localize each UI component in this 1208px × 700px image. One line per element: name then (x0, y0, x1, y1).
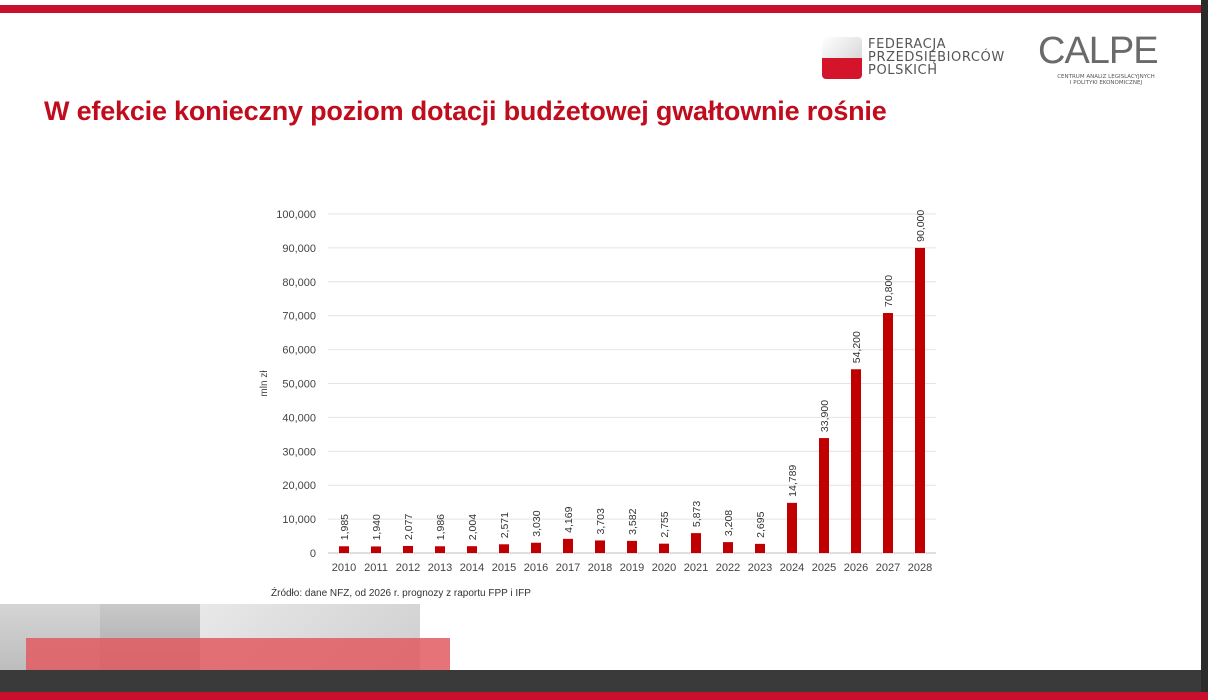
data-label: 2,695 (755, 511, 767, 537)
x-tick-label: 2012 (396, 562, 420, 574)
data-label: 14,789 (787, 465, 799, 497)
data-label: 70,800 (883, 275, 895, 307)
y-tick-label: 80,000 (282, 277, 316, 289)
x-tick-label: 2018 (588, 562, 612, 574)
x-tick-label: 2023 (748, 562, 772, 574)
x-tick-label: 2028 (908, 562, 932, 574)
y-tick-label: 50,000 (282, 379, 316, 391)
y-tick-label: 70,000 (282, 311, 316, 323)
top-accent-bar (0, 5, 1201, 13)
bar (403, 545, 413, 553)
x-tick-label: 2019 (620, 562, 644, 574)
bar (435, 546, 445, 553)
polish-flag-icon (822, 37, 862, 79)
x-tick-label: 2025 (812, 562, 836, 574)
x-tick-label: 2016 (524, 562, 548, 574)
y-tick-label: 20,000 (282, 480, 316, 492)
x-tick-label: 2015 (492, 562, 516, 574)
bar (563, 538, 573, 553)
data-label: 3,030 (531, 510, 543, 536)
fpp-logo-line2: PRZEDSIĘBIORCÓW (868, 50, 1005, 65)
bar (787, 502, 797, 553)
data-label: 33,900 (819, 400, 831, 432)
calpe-wordmark: CALPE (1038, 30, 1159, 72)
y-tick-label: 60,000 (282, 345, 316, 357)
y-tick-label: 10,000 (282, 514, 316, 526)
x-tick-label: 2024 (780, 562, 804, 574)
bar (659, 543, 669, 553)
bar (531, 542, 541, 553)
fpp-logo-line3: POLSKICH (868, 63, 938, 78)
fpp-logo: FEDERACJA PRZEDSIĘBIORCÓW POLSKICH (822, 37, 1012, 81)
data-label: 3,208 (723, 510, 735, 536)
red-overlay-band (26, 638, 450, 670)
y-tick-label: 0 (310, 548, 316, 560)
source-note: Źródło: dane NFZ, od 2026 r. prognozy z … (271, 588, 531, 599)
y-tick-label: 40,000 (282, 412, 316, 424)
data-label: 3,582 (627, 508, 639, 534)
data-label: 90,000 (915, 210, 927, 242)
bar (371, 546, 381, 553)
fpp-logo-line1: FEDERACJA (868, 37, 947, 52)
slide: FEDERACJA PRZEDSIĘBIORCÓW POLSKICH CALPE… (0, 0, 1201, 670)
x-tick-label: 2011 (364, 562, 388, 574)
bar (595, 540, 605, 553)
x-tick-label: 2017 (556, 562, 580, 574)
data-label: 2,077 (403, 514, 415, 540)
bottom-accent-bar (0, 692, 1208, 700)
bar (915, 247, 925, 553)
bar (755, 543, 765, 553)
bar (467, 546, 477, 553)
data-label: 1,986 (435, 514, 447, 540)
x-tick-label: 2026 (844, 562, 868, 574)
bar (499, 544, 509, 553)
data-label: 4,169 (563, 506, 575, 532)
bar (723, 542, 733, 553)
bar (819, 438, 829, 553)
data-label: 3,703 (595, 508, 607, 534)
y-tick-label: 90,000 (282, 243, 316, 255)
decorative-photo-strip (0, 604, 450, 670)
x-tick-label: 2010 (332, 562, 356, 574)
data-label: 1,940 (371, 514, 383, 540)
bar (691, 533, 701, 553)
data-label: 2,571 (499, 512, 511, 538)
data-label: 2,755 (659, 511, 671, 537)
bar-chart: 0 10,000 20,000 30,000 40,000 50,000 60,000 70,… (250, 198, 950, 588)
bar (339, 546, 349, 553)
data-label: 54,200 (851, 331, 863, 363)
x-tick-label: 2027 (876, 562, 900, 574)
y-axis-title: mln zł (259, 370, 270, 397)
x-tick-label: 2014 (460, 562, 484, 574)
slide-title: W efekcie konieczny poziom dotacji budże… (44, 96, 887, 126)
x-tick-label: 2013 (428, 562, 452, 574)
y-tick-label: 100,000 (276, 209, 316, 221)
y-tick-label: 30,000 (282, 446, 316, 458)
calpe-subtitle-line1: CENTRUM ANALIZ LEGISLACYJNYCH (1057, 74, 1155, 80)
calpe-subtitle-line2: I POLITYKI EKONOMICZNEJ (1069, 80, 1143, 86)
bar (851, 369, 861, 553)
x-tick-label: 2021 (684, 562, 708, 574)
x-tick-label: 2022 (716, 562, 740, 574)
data-label: 1,985 (339, 514, 351, 540)
calpe-subtitle: CENTRUM ANALIZ LEGISLACYJNYCH I POLITYKI… (1044, 74, 1168, 86)
chart-svg: 0 10,000 20,000 30,000 40,000 50,000 60,000 70,… (259, 209, 936, 574)
window-edge (1201, 0, 1208, 700)
data-label: 2,004 (467, 514, 479, 540)
calpe-logo: CALPE CENTRUM ANALIZ LEGISLACYJNYCH I PO… (1038, 30, 1168, 90)
bar (627, 540, 637, 553)
x-tick-label: 2020 (652, 562, 676, 574)
data-label: 5,873 (691, 501, 703, 527)
bar (883, 312, 893, 553)
